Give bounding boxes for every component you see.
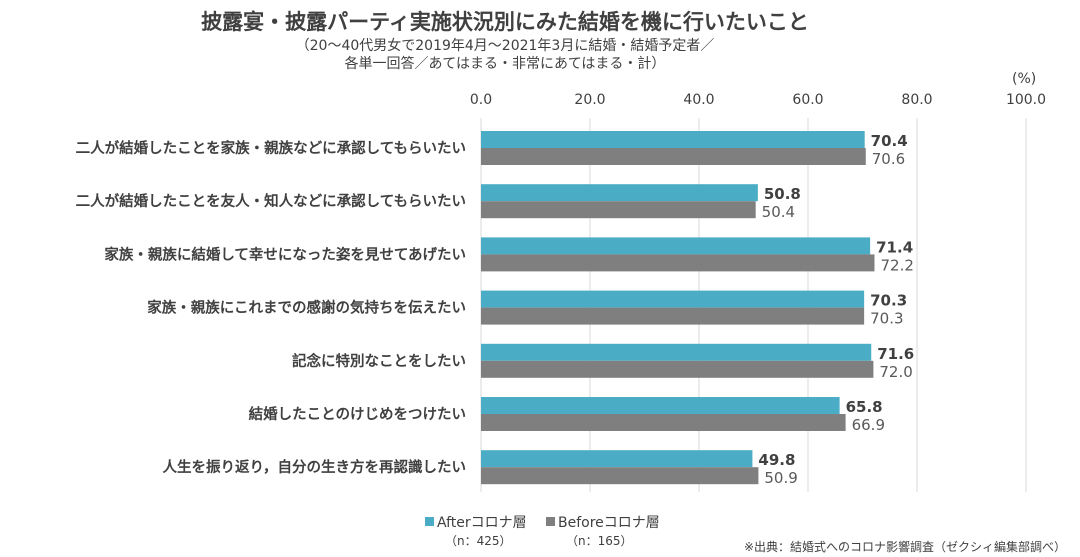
legend-swatch-after (425, 517, 434, 526)
category-label: 記念に特別なことをしたい (292, 352, 466, 370)
category-label: 家族・親族にこれまでの感謝の気持ちを伝えたい (147, 299, 466, 317)
category-label: 人生を振り返り，自分の生き方を再認識したい (163, 458, 466, 476)
x-tick-label: 100.0 (1006, 92, 1046, 108)
data-label-before: 70.6 (872, 150, 905, 168)
chart-title: 披露宴・披露パーティ実施状況別にみた結婚を機に行いたいこと (201, 10, 809, 34)
data-label-after: 49.8 (758, 451, 795, 469)
bar-after (481, 184, 758, 202)
category-label: 二人が結婚したことを家族・親族などに承認してもらいたい (76, 139, 466, 157)
legend-item-after: Afterコロナ層 （n：425） (425, 512, 527, 548)
bar-chart: 0.0 20.0 40.0 60.0 80.0 100.0 70.470.6 二人が結婚したこ… (76, 92, 1046, 492)
bar-before (481, 414, 846, 431)
bar-before (481, 307, 865, 325)
bar-before (481, 254, 875, 272)
x-tick-label: 40.0 (683, 92, 714, 108)
bar-after (481, 450, 753, 468)
legend-n-before: （n：165） (566, 534, 633, 548)
category-label: 家族・親族に結婚して幸せになった姿を見せてあげたい (104, 245, 466, 263)
data-label-after: 71.6 (877, 345, 914, 363)
data-label-after: 70.3 (870, 292, 907, 310)
bar-after (481, 397, 840, 414)
unit-label: (%) (1012, 71, 1037, 87)
data-label-after: 70.4 (871, 132, 908, 150)
bar-before (481, 201, 756, 219)
x-tick-label: 60.0 (792, 92, 823, 108)
bar-before (481, 148, 866, 165)
category-label: 二人が結婚したことを友人・知人などに承認してもらいたい (76, 192, 466, 210)
legend-n-after: （n：425） (445, 534, 512, 548)
x-tick-label: 20.0 (574, 92, 605, 108)
data-label-after: 71.4 (876, 238, 913, 256)
bar-after (481, 343, 872, 361)
data-label-after: 65.8 (846, 398, 883, 416)
data-label-after: 50.8 (764, 185, 801, 203)
legend-label-after: Afterコロナ層 (437, 515, 527, 531)
bar-before (481, 467, 759, 485)
x-tick-label: 0.0 (470, 92, 492, 108)
bar-after (481, 131, 865, 148)
source-note: ※出典：結婚式へのコロナ影響調査（ゼクシィ編集部調べ） (743, 540, 1066, 554)
data-label-before: 50.4 (762, 203, 795, 221)
chart-subtitle-line1: （20～40代男女で2019年4月～2021年3月に結婚・結婚予定者／ (295, 38, 715, 54)
data-label-before: 72.0 (879, 363, 912, 381)
x-tick-label: 80.0 (901, 92, 932, 108)
legend-item-before: Beforeコロナ層 （n：165） (546, 512, 660, 548)
data-label-before: 70.3 (870, 310, 903, 328)
legend-label-before: Beforeコロナ層 (558, 515, 660, 531)
category-label: 結婚したことのけじめをつけたい (249, 405, 466, 423)
legend-swatch-before (546, 517, 555, 526)
bar-after (481, 237, 871, 255)
data-label-before: 72.2 (880, 256, 913, 274)
data-label-before: 50.9 (764, 469, 797, 487)
data-label-before: 66.9 (852, 416, 885, 434)
bar-after (481, 290, 865, 308)
bar-before (481, 360, 874, 378)
chart-subtitle-line2: 各単一回答／あてはまる・非常にあてはまる・計） (344, 56, 666, 72)
